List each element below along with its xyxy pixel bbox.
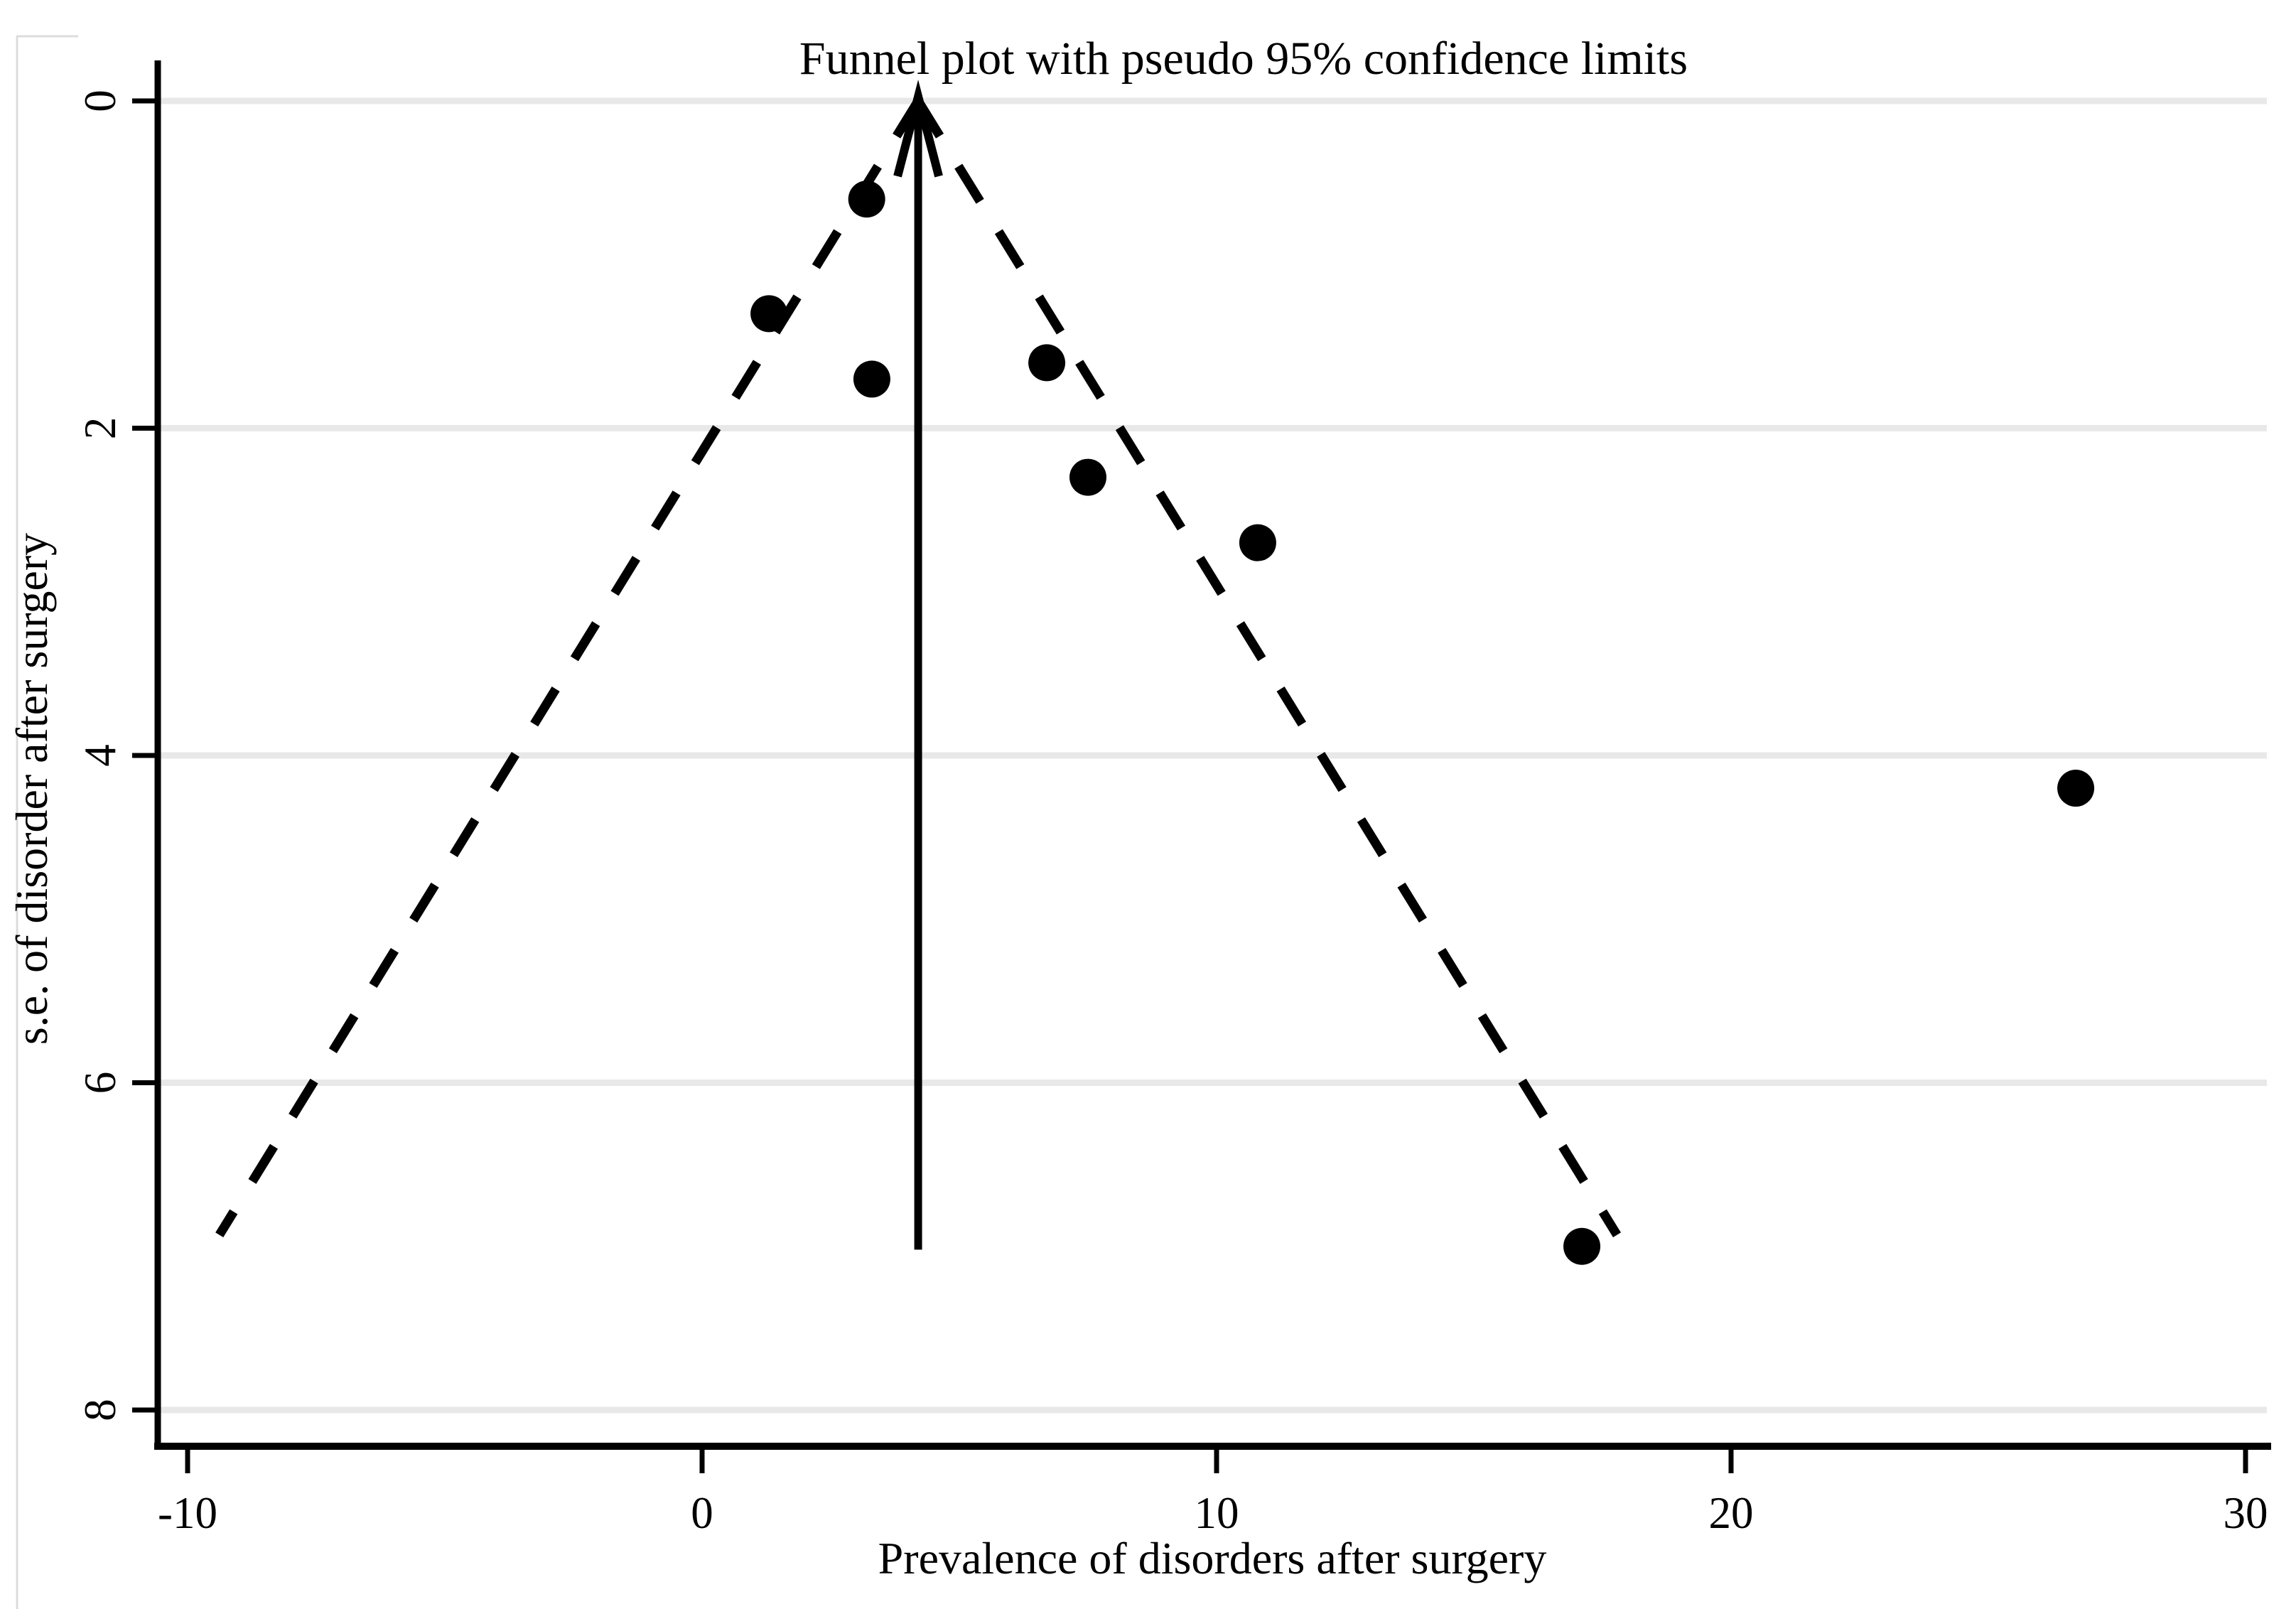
y-tick-label-4: 4 <box>75 744 125 767</box>
x-ticks: -10 0 10 20 30 <box>158 1450 2268 1538</box>
x-tick-label-0: 0 <box>691 1488 713 1538</box>
funnel-upper-ci-line <box>914 98 1622 1238</box>
chart-title: Funnel plot with pseudo 95% confidence l… <box>799 33 1688 85</box>
y-ticks: 0 2 4 6 8 <box>75 90 158 1421</box>
y-tick-label-8: 8 <box>75 1399 125 1421</box>
study-point-7 <box>2057 770 2095 807</box>
study-point-6 <box>1239 524 1276 561</box>
study-point-4 <box>1028 344 1066 382</box>
arrow-up-icon <box>893 80 943 178</box>
y-tick-label-6: 6 <box>75 1072 125 1094</box>
y-axis-title: s.e. of disorder after surgery <box>6 533 57 1045</box>
study-point-5 <box>1069 458 1106 496</box>
funnel-ci-lines <box>215 98 1622 1238</box>
pooled-estimate-line <box>893 80 943 1250</box>
x-tick-label-10: 10 <box>1195 1488 1239 1538</box>
funnel-lower-ci-line <box>215 98 922 1238</box>
y-tick-label-2: 2 <box>75 417 125 440</box>
gridlines <box>161 97 2267 1414</box>
x-tick-label-20: 20 <box>1709 1488 1754 1538</box>
study-point-2 <box>750 295 788 333</box>
x-tick-label-30: 30 <box>2224 1488 2268 1538</box>
x-axis-title: Prevalence of disorders after surgery <box>878 1533 1547 1583</box>
study-point-3 <box>853 360 890 398</box>
plot-frame-corner <box>16 35 78 1609</box>
study-point-1 <box>848 181 885 218</box>
y-tick-label-0: 0 <box>75 90 125 112</box>
study-point-8 <box>1563 1227 1601 1265</box>
x-tick-label--10: -10 <box>158 1488 217 1538</box>
data-points <box>750 181 2095 1265</box>
